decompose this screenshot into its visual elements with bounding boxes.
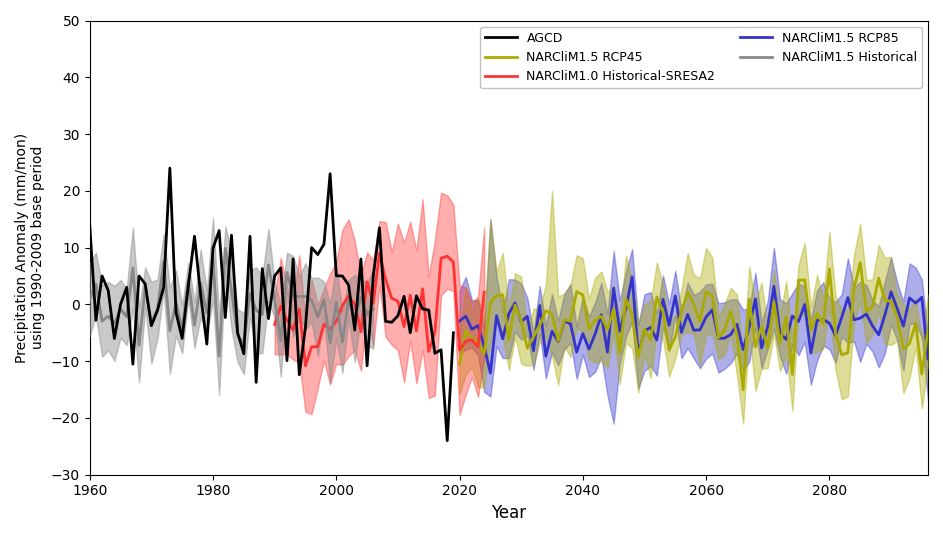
Y-axis label: Precipitation Anomaly (mm/mon)
using 1990-2009 base period: Precipitation Anomaly (mm/mon) using 199… [15,133,45,362]
X-axis label: Year: Year [491,504,526,522]
Legend: AGCD, NARCliM1.5 RCP45, NARCliM1.0 Historical-SRESA2, NARCliM1.5 RCP85, NARCliM1: AGCD, NARCliM1.5 RCP45, NARCliM1.0 Histo… [480,27,921,88]
